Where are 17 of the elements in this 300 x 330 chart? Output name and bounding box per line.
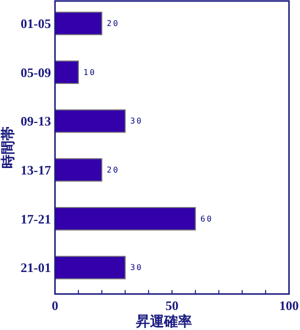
x-tick-label: 0 — [52, 298, 58, 313]
y-axis-title: 時間帯 — [0, 126, 16, 168]
y-tick-label: 05-09 — [20, 64, 52, 80]
y-tick-label: 21-01 — [20, 260, 51, 276]
data-label: 20 — [106, 18, 120, 28]
y-tick-label: 09-13 — [20, 114, 52, 129]
x-tick-label: 50 — [166, 298, 178, 313]
y-tick-label: 17-21 — [20, 211, 51, 226]
x-tick-label: 100 — [279, 298, 299, 313]
x-axis-title: 昇運確率 — [135, 313, 192, 330]
data-label: 30 — [130, 263, 143, 272]
data-label: 30 — [130, 116, 143, 126]
data-label: 20 — [106, 165, 120, 174]
y-tick-label: 13-17 — [20, 162, 52, 178]
data-label: 10 — [83, 68, 96, 77]
y-tick-label: 01-05 — [20, 16, 52, 31]
data-label: 60 — [200, 214, 214, 224]
